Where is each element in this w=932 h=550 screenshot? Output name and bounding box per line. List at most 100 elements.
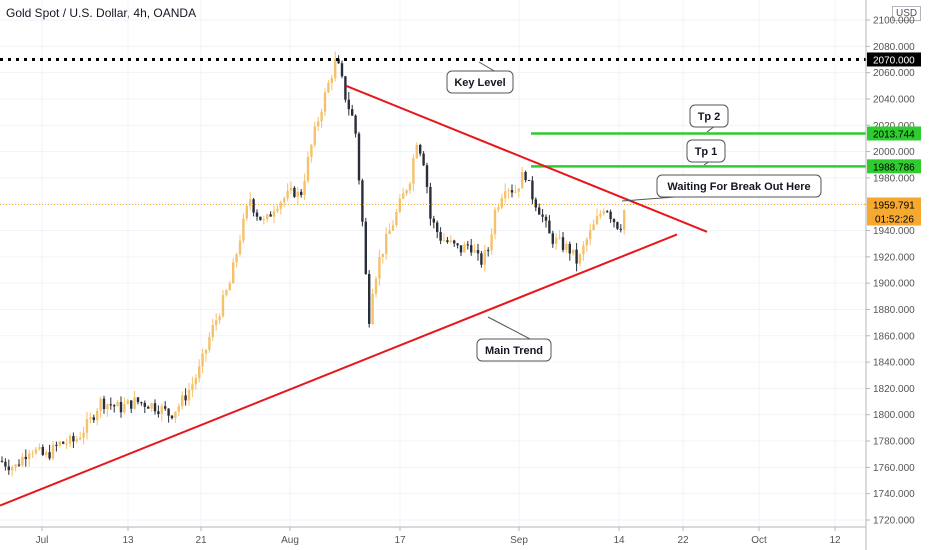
candle-body <box>538 207 541 215</box>
candle-body <box>422 153 425 166</box>
candle-body <box>34 449 38 454</box>
candle-body <box>14 464 17 468</box>
candle-body <box>558 237 561 239</box>
candle-body <box>266 214 269 220</box>
breakout-callout-text: Waiting For Break Out Here <box>667 181 810 193</box>
overlays <box>0 57 866 507</box>
candle-body <box>381 253 384 258</box>
candle-body <box>269 214 272 217</box>
candle-body <box>357 133 361 181</box>
candle-body <box>374 278 378 294</box>
candle-body <box>544 216 548 221</box>
candle-body <box>432 218 435 223</box>
candle-body <box>17 464 21 466</box>
candle-body <box>28 453 31 460</box>
candle-body <box>565 243 568 250</box>
candle-body <box>592 224 595 231</box>
main-trend-callout-box <box>476 338 552 362</box>
candle-body <box>48 452 51 459</box>
candle-body <box>221 295 225 317</box>
tp2-callout-box <box>689 104 729 128</box>
candle-body <box>599 213 602 217</box>
candle-body <box>395 211 398 226</box>
y-axis: 2100.000 2080.000 2060.000 2040.000 2020.000… <box>865 0 921 550</box>
candle-body <box>449 240 452 243</box>
currency-badge[interactable]: USD <box>892 6 922 21</box>
candle-body <box>313 126 316 145</box>
candle-body <box>534 199 537 208</box>
candle-body <box>191 384 194 391</box>
candle-body <box>351 109 354 116</box>
tp1-callout-box <box>686 139 726 163</box>
candle-body <box>507 190 510 192</box>
candle-body <box>378 257 381 279</box>
candle-body <box>585 239 588 246</box>
candle-body <box>157 411 160 414</box>
candle-body <box>517 188 520 192</box>
candle-body <box>330 78 333 84</box>
y-tick-label: 2100.000 <box>873 16 915 27</box>
candle-body <box>623 210 626 230</box>
x-tick-label: 14 <box>613 535 625 546</box>
candle-body <box>174 411 177 419</box>
candle-body <box>388 230 391 235</box>
candle-body <box>249 199 252 206</box>
candle-body <box>371 293 374 324</box>
candle-body <box>123 404 126 413</box>
y-tick-label: 1980.000 <box>873 173 915 184</box>
candle-body <box>0 460 4 462</box>
y-tick-label: 2000.000 <box>873 147 915 158</box>
candle-body <box>72 435 75 442</box>
candle-body <box>337 58 340 64</box>
candle-body <box>344 76 347 100</box>
candle-body <box>415 144 418 159</box>
candle-body <box>323 92 327 112</box>
y-tick-label: 1880.000 <box>873 305 915 316</box>
candle-body <box>102 398 106 410</box>
tp1-price-label-bg <box>867 159 921 174</box>
candle-body <box>31 453 34 455</box>
candle-body <box>92 417 95 421</box>
current-price-label: 1959.791 <box>873 200 915 211</box>
candle-body <box>181 395 184 407</box>
candle-body <box>497 207 500 210</box>
candle-body <box>225 290 228 296</box>
candle-body <box>242 218 245 241</box>
candle-body <box>578 254 582 264</box>
candle-body <box>262 219 265 221</box>
tp2-callout-text: Tp 2 <box>698 111 721 123</box>
y-tick-label: 1840.000 <box>873 358 915 369</box>
tp2-price-label-bg <box>867 126 921 141</box>
key-level-price-label-bg <box>867 52 921 67</box>
candle-body <box>575 249 578 264</box>
tp2-price-label: 2013.744 <box>873 129 915 140</box>
candle-body <box>177 406 180 412</box>
candle-body <box>453 240 456 244</box>
y-tick-label: 2080.000 <box>873 42 915 53</box>
current-price-label-bg <box>867 197 921 212</box>
key-level-price-label: 2070.000 <box>873 55 915 66</box>
candle-body <box>317 121 320 127</box>
key-level-callout-text: Key Level <box>454 77 505 89</box>
key-level-callout-box <box>446 70 514 94</box>
main-trend-callout-text: Main Trend <box>485 345 543 357</box>
candle-body <box>126 400 129 405</box>
candle-body <box>164 406 167 409</box>
candle-body <box>153 403 157 412</box>
candle-body <box>106 404 109 410</box>
candle-body <box>218 316 221 321</box>
candle-body <box>595 216 599 225</box>
candle-body <box>419 144 422 154</box>
candle-body <box>293 187 296 197</box>
candle-body <box>21 456 24 466</box>
candle-body <box>300 191 303 196</box>
tp1-price-label: 1988.786 <box>873 162 915 173</box>
candle-body <box>439 232 442 241</box>
y-tick-label: 1720.000 <box>873 516 915 527</box>
candle-body <box>228 283 231 291</box>
candle-body <box>204 349 208 354</box>
candle-body <box>55 444 58 446</box>
candle-body <box>150 403 153 409</box>
candles <box>0 51 626 477</box>
